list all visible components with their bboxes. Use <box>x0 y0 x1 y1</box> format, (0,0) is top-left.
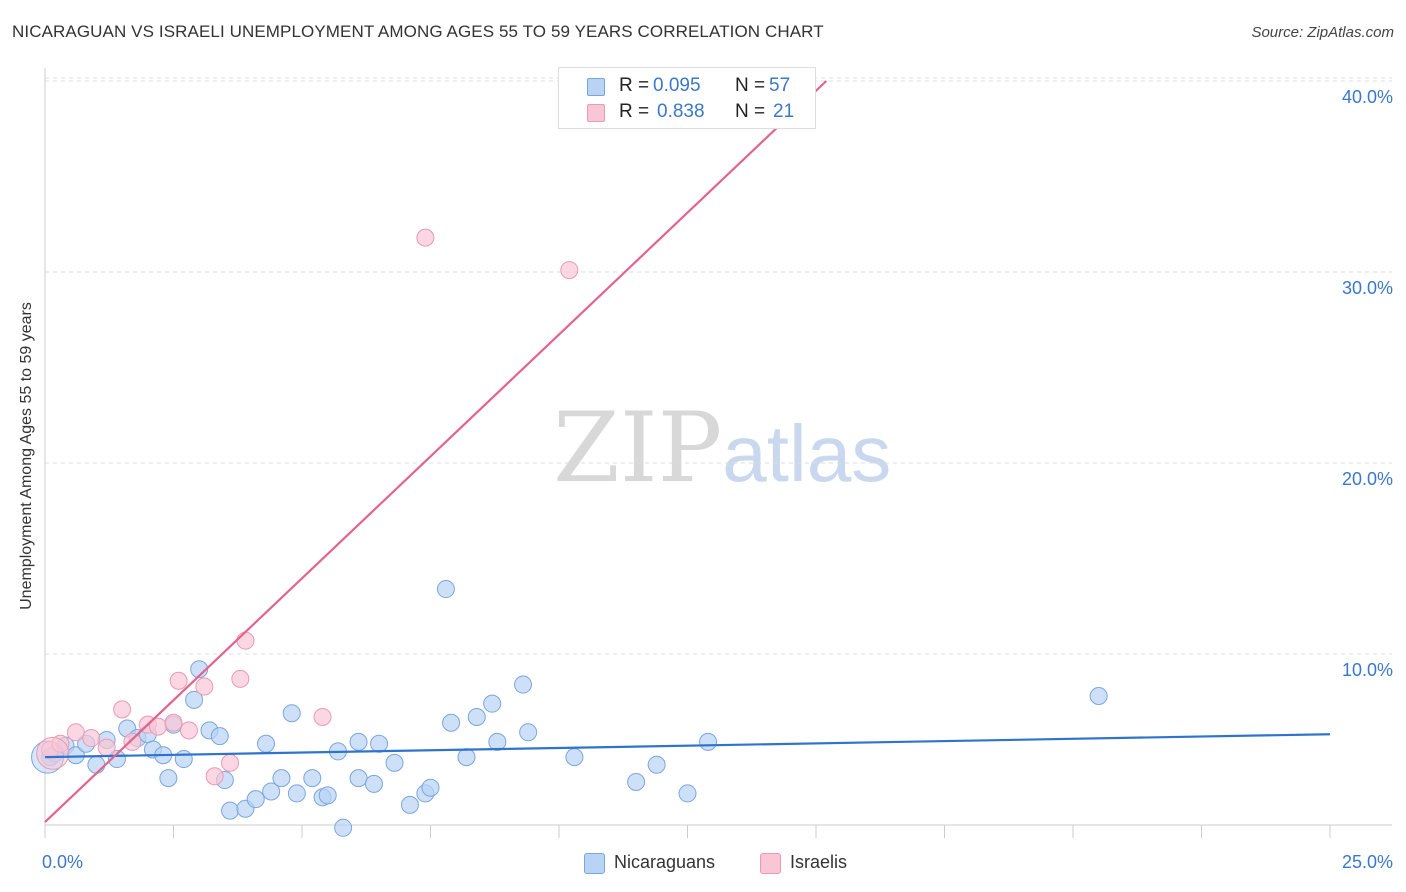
data-point-nicaraguans <box>349 732 368 751</box>
legend-n-value: 57 <box>769 75 791 96</box>
data-point-israelis <box>236 631 255 650</box>
data-point-nicaraguans <box>627 772 646 791</box>
tick-label: 0.0% <box>42 852 84 872</box>
data-point-israelis <box>36 736 70 770</box>
data-point-nicaraguans <box>174 750 193 769</box>
data-point-nicaraguans <box>421 778 440 797</box>
axis-layer <box>44 68 1392 838</box>
data-point-nicaraguans <box>370 734 389 753</box>
data-point-nicaraguans <box>699 732 718 751</box>
data-point-israelis <box>113 700 132 719</box>
data-point-nicaraguans <box>436 580 455 599</box>
tick-label: 20.0% <box>1341 469 1393 489</box>
data-point-israelis <box>195 677 214 696</box>
legend-r-label: R = <box>619 101 650 122</box>
trend-layer <box>44 80 1331 823</box>
data-point-nicaraguans <box>282 704 301 723</box>
data-point-nicaraguans <box>185 690 204 709</box>
data-point-israelis <box>560 261 579 280</box>
nicaraguans-swatch-icon <box>587 78 605 96</box>
data-point-nicaraguans <box>364 774 383 793</box>
data-point-nicaraguans <box>303 769 322 788</box>
data-point-nicaraguans <box>190 660 209 679</box>
data-point-nicaraguans <box>488 732 507 751</box>
data-point-nicaraguans <box>483 694 502 713</box>
data-point-nicaraguans <box>1089 687 1108 706</box>
data-point-nicaraguans <box>385 753 404 772</box>
data-point-nicaraguans <box>272 769 291 788</box>
data-point-nicaraguans <box>87 755 106 774</box>
data-point-nicaraguans <box>159 769 178 788</box>
data-point-israelis <box>164 713 183 732</box>
data-point-israelis <box>313 708 332 727</box>
legend-n-label: N = <box>735 75 766 96</box>
data-point-nicaraguans <box>457 748 476 767</box>
israelis-swatch-icon <box>760 853 781 874</box>
data-point-nicaraguans <box>565 748 584 767</box>
data-point-israelis <box>221 753 240 772</box>
data-point-israelis <box>97 738 116 757</box>
legend-r-value: 0.838 <box>657 101 705 122</box>
data-point-nicaraguans <box>257 734 276 753</box>
points-layer <box>31 228 1108 837</box>
chart-title: NICARAGUAN VS ISRAELI UNEMPLOYMENT AMONG… <box>12 22 824 41</box>
correlation-legend: R = 0.095 N = 57 R = 0.838 N = 21 <box>558 67 816 129</box>
data-point-nicaraguans <box>400 795 419 814</box>
watermark: ZIPatlas <box>553 400 891 497</box>
trend-line-israelis <box>44 80 828 823</box>
data-point-nicaraguans <box>519 723 538 742</box>
data-point-israelis <box>231 669 250 688</box>
legend-n-value: 21 <box>773 101 795 122</box>
israelis-swatch-icon <box>587 104 605 122</box>
data-point-nicaraguans <box>678 784 697 803</box>
tick-label: 40.0% <box>1341 87 1393 107</box>
data-point-israelis <box>66 723 85 742</box>
data-point-nicaraguans <box>467 708 486 727</box>
data-point-nicaraguans <box>262 782 281 801</box>
data-point-nicaraguans <box>246 790 265 809</box>
tick-label: 10.0% <box>1341 660 1393 680</box>
watermark-zip: ZIP <box>553 392 723 504</box>
data-point-nicaraguans <box>334 818 353 837</box>
data-point-israelis <box>123 732 142 751</box>
legend-label-israelis: Israelis <box>790 852 848 872</box>
data-point-nicaraguans <box>514 675 533 694</box>
nicaraguans-swatch-icon <box>584 853 605 874</box>
legend-n-label: N = <box>735 101 766 122</box>
source-credit: Source: ZipAtlas.com <box>1251 24 1394 41</box>
data-point-israelis <box>169 671 188 690</box>
trend-line-nicaraguans <box>44 733 1331 759</box>
grid-layer <box>45 77 1392 655</box>
data-point-nicaraguans <box>221 801 240 820</box>
data-point-nicaraguans <box>442 713 461 732</box>
legend-label-nicaraguans: Nicaraguans <box>614 852 716 872</box>
data-point-nicaraguans <box>318 786 337 805</box>
watermark-atlas: atlas <box>722 409 892 498</box>
data-point-nicaraguans <box>287 784 306 803</box>
legend-r-value: 0.095 <box>653 75 701 96</box>
data-point-nicaraguans <box>349 769 368 788</box>
data-point-israelis <box>416 228 435 247</box>
data-point-israelis <box>82 729 101 748</box>
data-point-israelis <box>179 721 198 740</box>
tick-label: 25.0% <box>1341 852 1393 872</box>
data-point-nicaraguans <box>647 755 666 774</box>
data-point-israelis <box>205 767 224 786</box>
data-point-nicaraguans <box>210 727 229 746</box>
tick-label: 30.0% <box>1341 278 1393 298</box>
legend-r-label: R = <box>619 75 650 96</box>
